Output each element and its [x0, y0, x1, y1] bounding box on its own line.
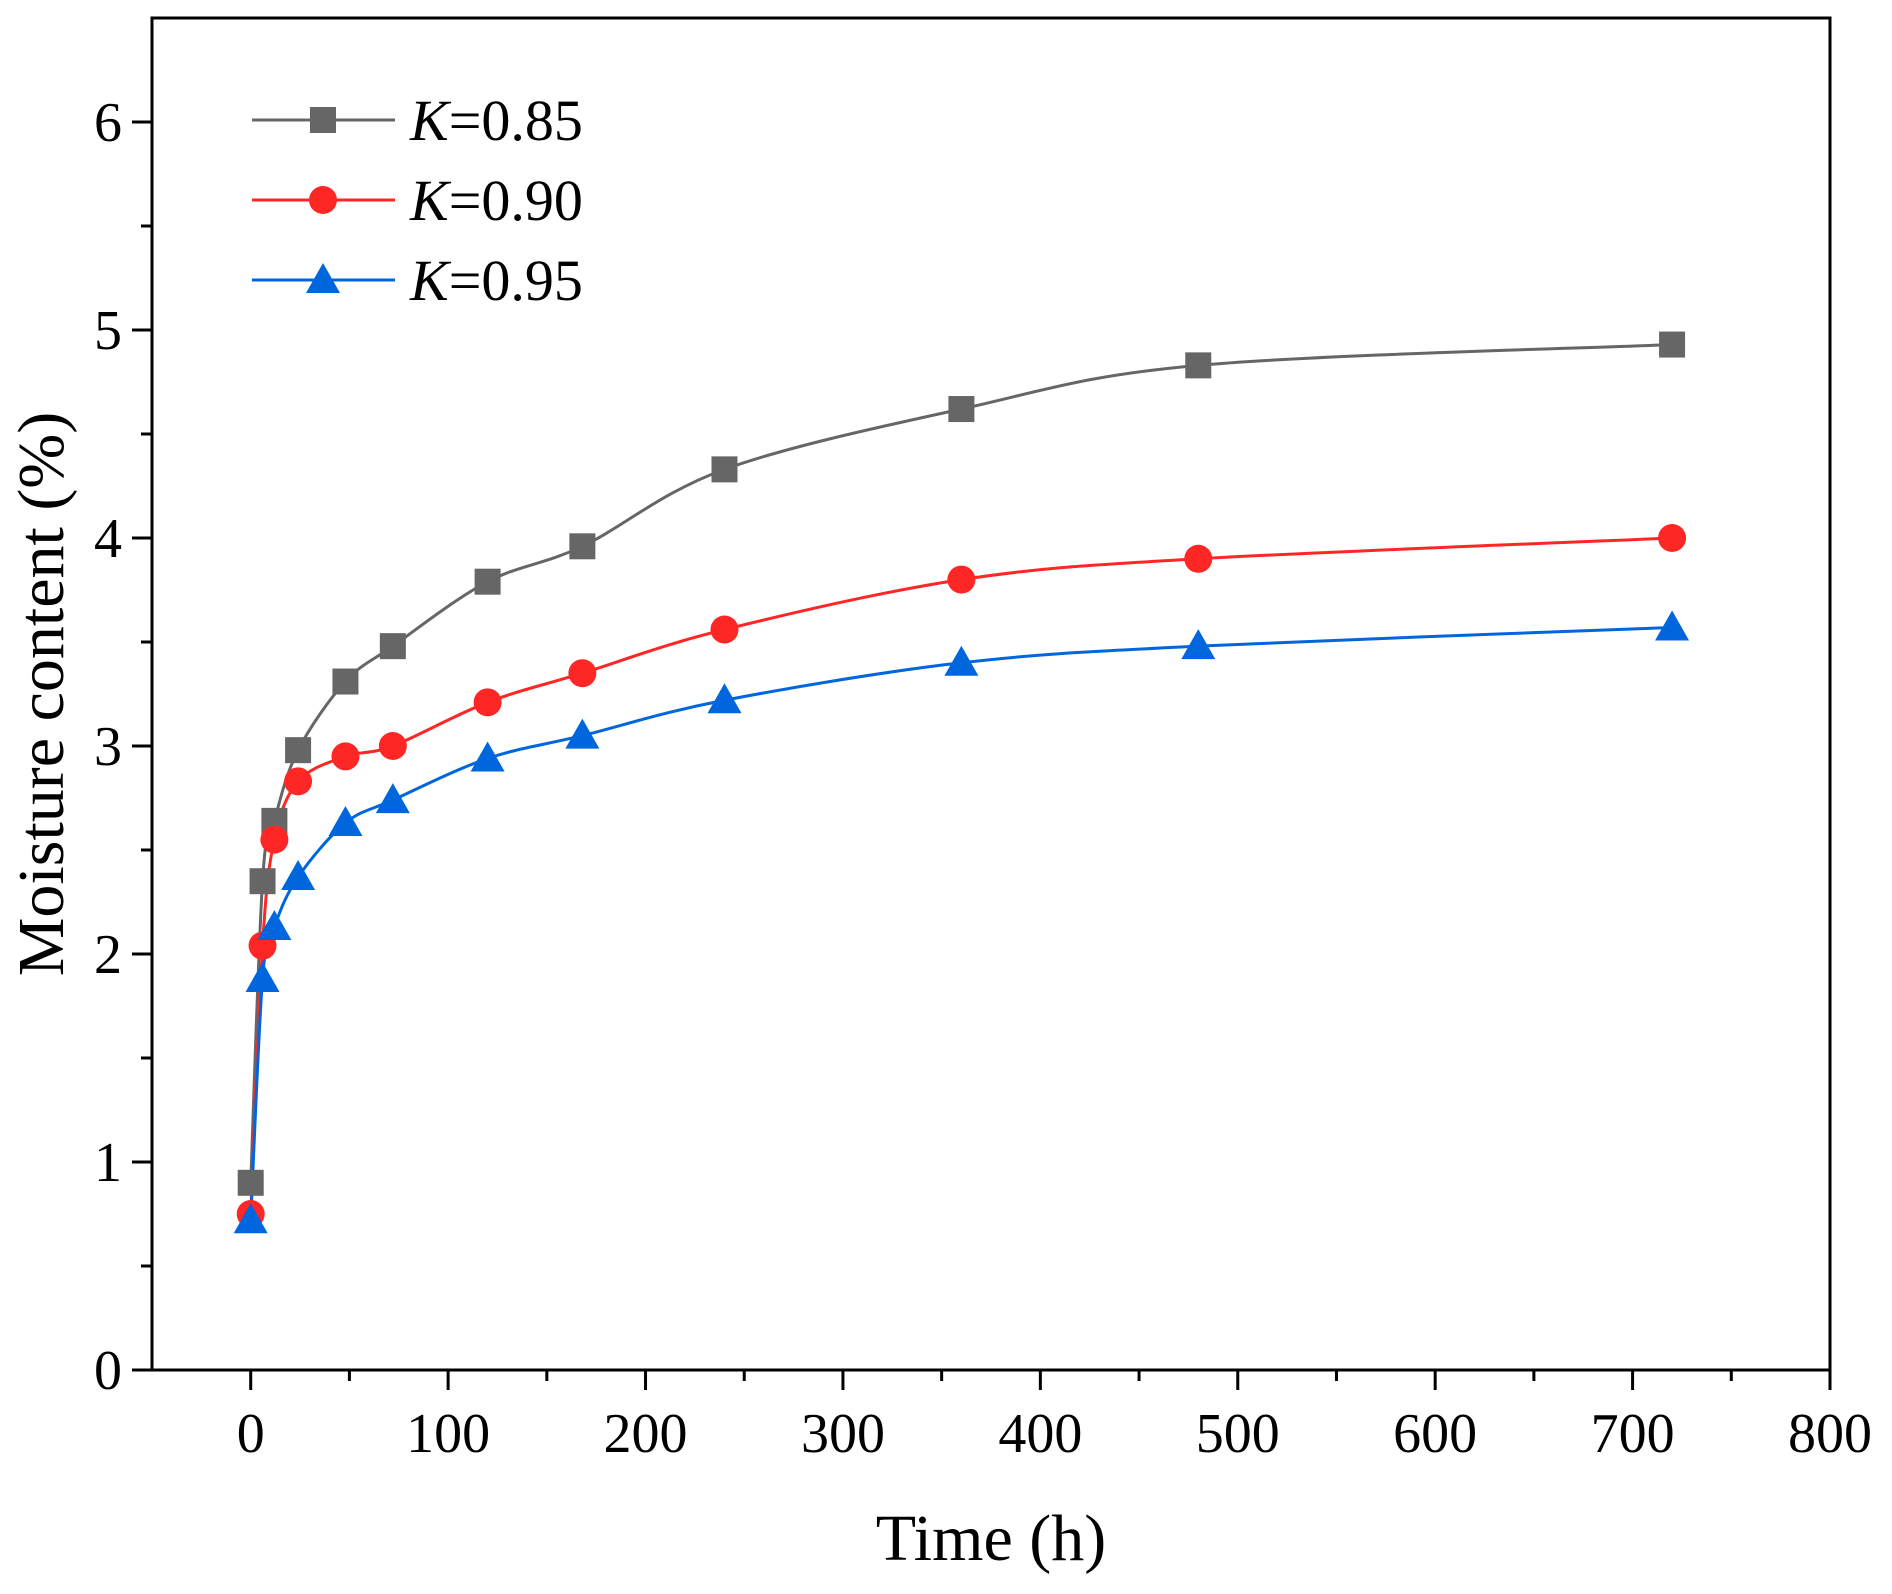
y-tick-label: 2 [94, 924, 122, 986]
data-point-triangle [245, 961, 280, 992]
y-tick-label: 3 [94, 716, 122, 778]
data-point-triangle [328, 805, 363, 836]
data-point-triangle [281, 860, 316, 891]
data-point-triangle [1655, 610, 1690, 641]
data-point-circle [1658, 524, 1687, 552]
x-tick-label: 700 [1591, 1403, 1675, 1465]
legend-label-triangle: K=0.95 [409, 248, 583, 313]
data-point-square [1659, 331, 1686, 358]
legend-marker-square [310, 107, 336, 133]
data-point-square [569, 533, 596, 560]
x-tick-label: 300 [801, 1403, 885, 1465]
data-point-circle [378, 732, 407, 760]
legend-label-circle: K=0.90 [409, 168, 583, 233]
data-point-triangle [375, 783, 410, 814]
data-point-square [711, 456, 738, 483]
x-tick-label: 100 [406, 1403, 490, 1465]
data-point-triangle [470, 741, 505, 772]
data-point-square [285, 737, 312, 764]
legend-variable: K [409, 88, 452, 153]
data-point-triangle [565, 718, 600, 749]
legend-value: =0.95 [449, 248, 583, 313]
y-axis-title: Moisture content (%) [5, 412, 78, 977]
axes: 0 100 200 300 400 500 600 700 800 0 1 2 3 4 5 6 [94, 92, 1872, 1465]
x-tick-label: 400 [998, 1403, 1082, 1465]
legend-value: =0.85 [449, 88, 583, 153]
y-tick-label: 6 [94, 92, 122, 154]
legend-variable: K [409, 248, 452, 313]
data-point-triangle [707, 683, 742, 714]
x-tick-label: 500 [1196, 1403, 1280, 1465]
data-point-circle [568, 659, 597, 688]
data-point-triangle [233, 1203, 268, 1234]
data-point-square [249, 868, 276, 895]
x-tick-label: 600 [1393, 1403, 1477, 1465]
y-tick-label: 4 [94, 508, 122, 570]
legend-value: =0.90 [449, 168, 583, 233]
data-point-circle [473, 688, 502, 717]
data-point-square [379, 633, 406, 660]
data-point-triangle [1181, 629, 1216, 660]
x-tick-label: 0 [237, 1403, 265, 1465]
data-point-square [474, 568, 501, 595]
data-point-circle [1184, 544, 1213, 573]
data-point-square [1185, 352, 1212, 379]
data-point-circle [331, 742, 360, 771]
data-point-circle [284, 767, 313, 796]
x-axis-title: Time (h) [876, 1502, 1106, 1575]
plot-area [233, 331, 1690, 1234]
y-tick-label: 0 [94, 1340, 122, 1402]
legend-marker-circle [309, 186, 337, 214]
x-tick-label: 200 [604, 1403, 688, 1465]
data-point-square [332, 668, 359, 695]
series-line-circle [249, 536, 1673, 1215]
plot-frame [150, 16, 1832, 1372]
legend-marker-triangle [306, 263, 340, 293]
data-point-circle [710, 615, 739, 644]
legend-label-square: K=0.85 [409, 88, 583, 153]
data-point-triangle [257, 909, 292, 940]
data-point-square [948, 396, 975, 423]
data-point-circle [947, 565, 976, 594]
data-point-circle [260, 825, 289, 854]
y-tick-label: 1 [94, 1132, 122, 1194]
y-tick-label: 5 [94, 300, 122, 362]
x-tick-label: 800 [1788, 1403, 1872, 1465]
legend: K=0.85K=0.90K=0.95 [252, 88, 583, 313]
data-point-square [237, 1169, 264, 1196]
legend-variable: K [409, 168, 452, 233]
data-point-triangle [944, 645, 979, 676]
